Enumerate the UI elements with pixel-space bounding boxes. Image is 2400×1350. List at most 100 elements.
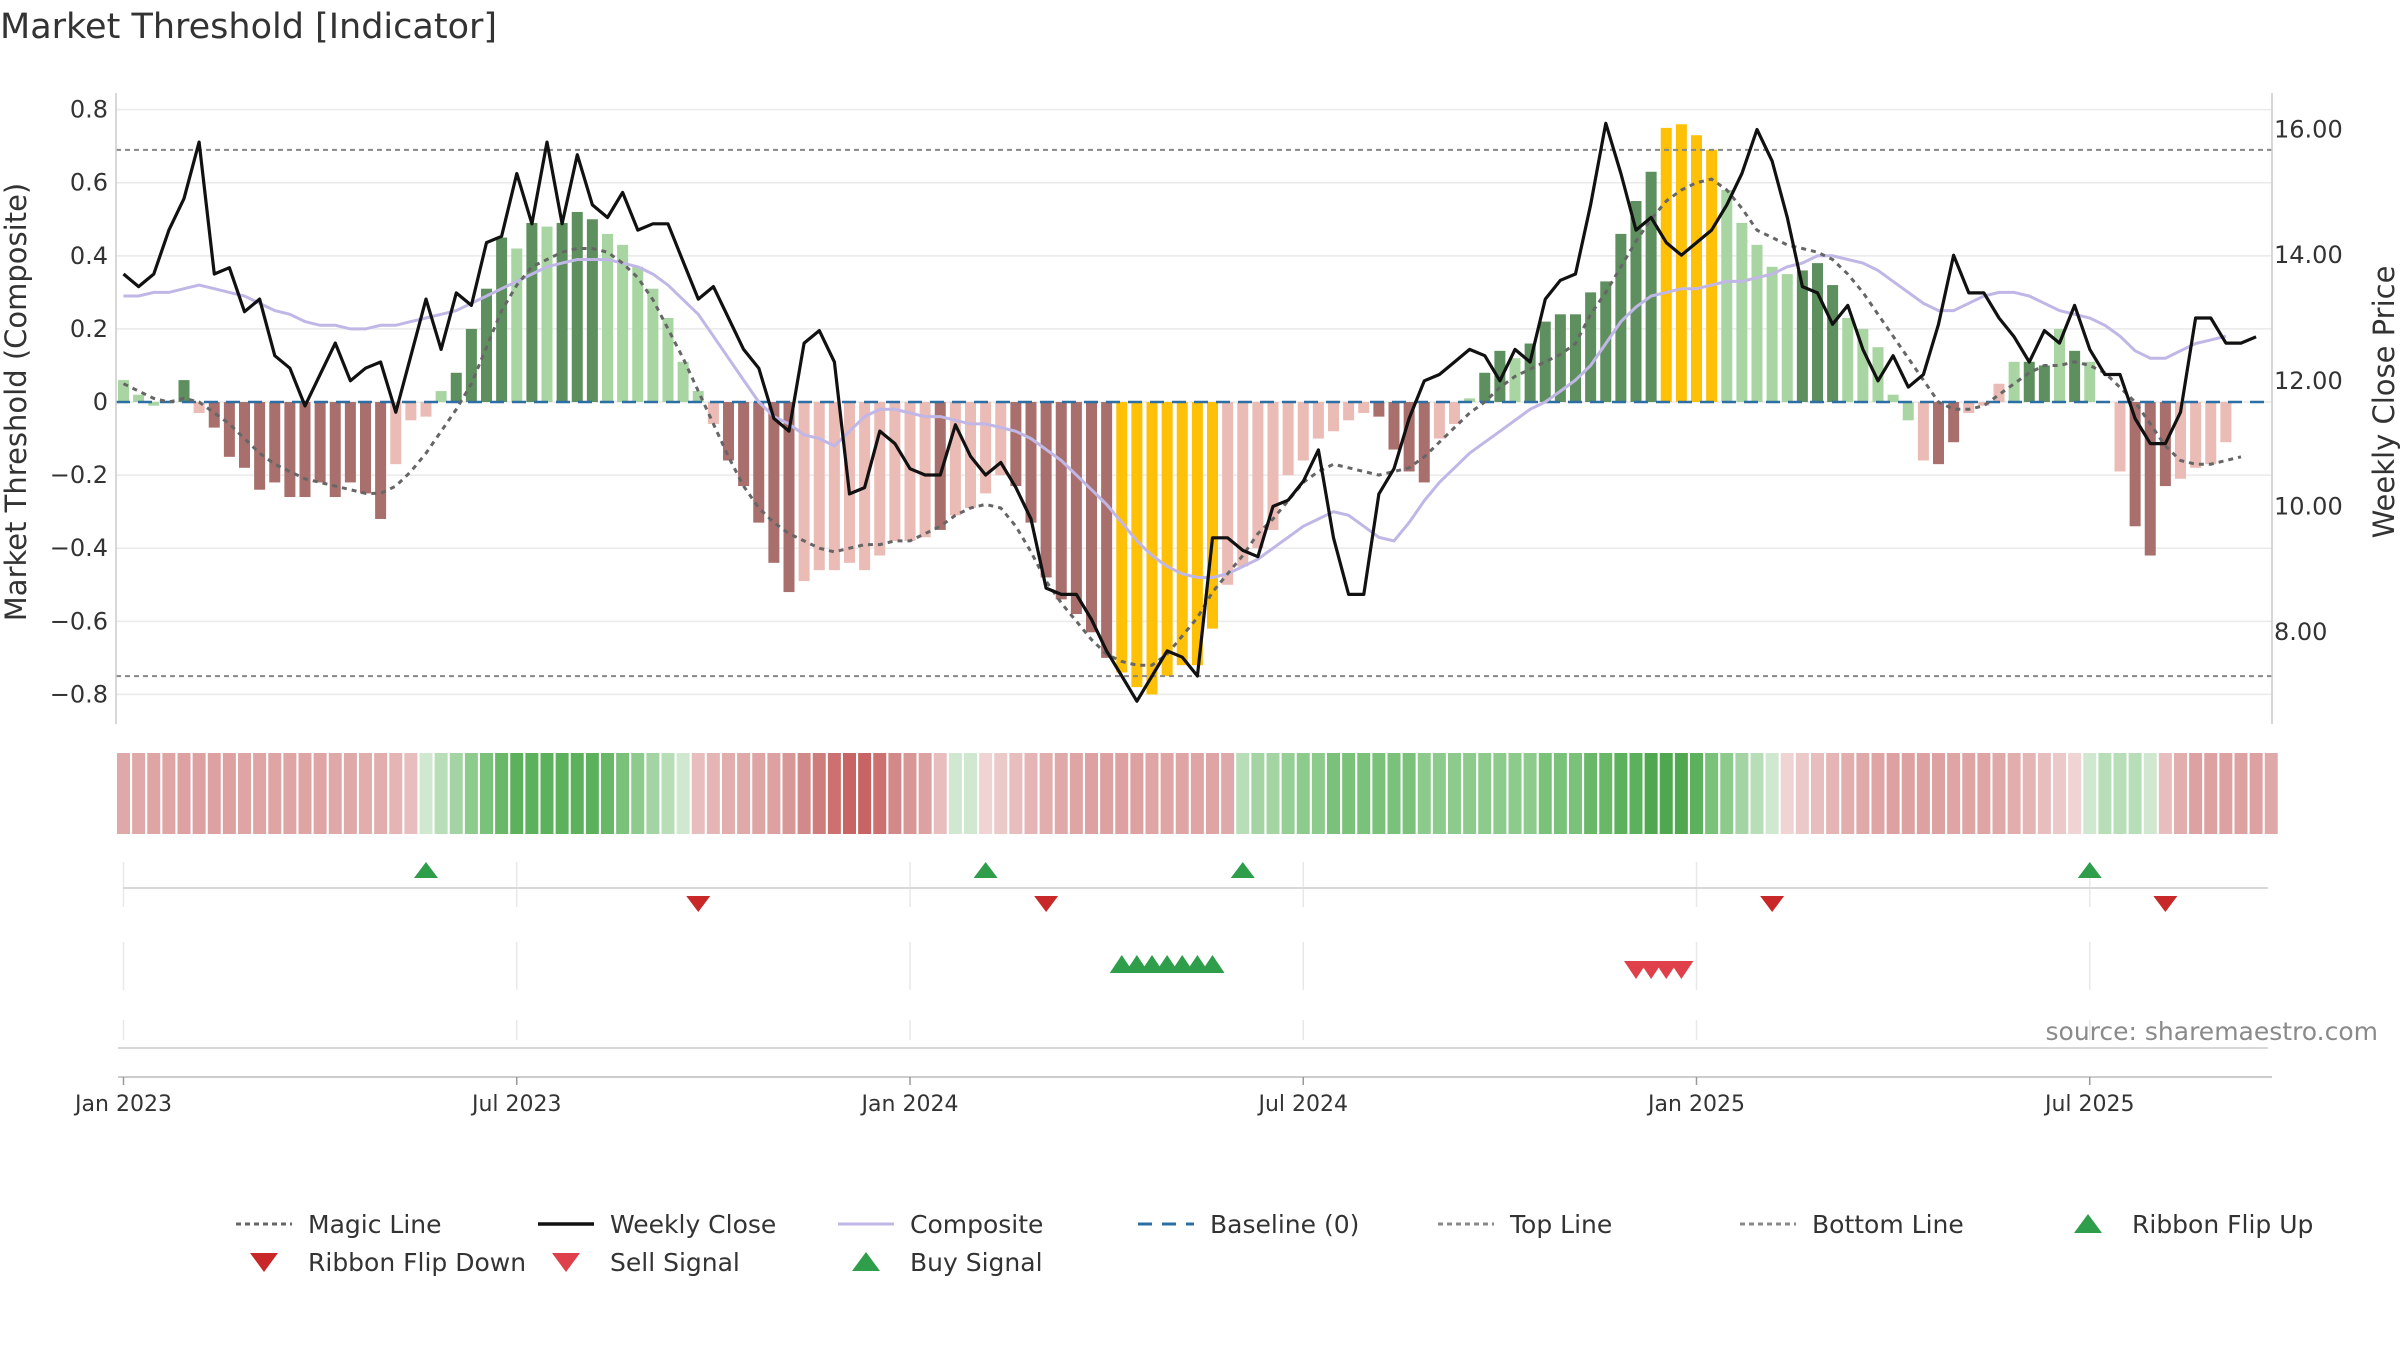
- ribbon-segment: [2204, 753, 2218, 834]
- composite-bar: [1691, 135, 1702, 403]
- composite-bar: [1948, 402, 1960, 443]
- legend-icon-triangle-down: [250, 1253, 278, 1272]
- composite-bar: [2069, 350, 2081, 403]
- composite-bar: [1645, 171, 1657, 403]
- ribbon-segment: [994, 753, 1008, 834]
- composite-bar: [1902, 402, 1914, 421]
- ribbon-segment: [525, 753, 539, 834]
- ribbon-segment: [918, 753, 932, 834]
- composite-bar: [1570, 314, 1581, 403]
- composite-bar: [1025, 402, 1037, 523]
- ribbon-segment: [2158, 753, 2172, 834]
- composite-bar: [1207, 402, 1218, 629]
- weekly-close-line: [122, 121, 2257, 703]
- composite-bar: [798, 402, 810, 582]
- ribbon-segment: [2143, 753, 2157, 834]
- chart-title: Market Threshold [Indicator]: [0, 7, 497, 47]
- buy-signal-marker: [1155, 955, 1180, 973]
- composite-bar: [1887, 394, 1899, 403]
- ribbon-segment: [1659, 753, 1673, 834]
- ribbon-segment: [1916, 753, 1930, 834]
- y-tick-label: 0.8: [70, 96, 108, 124]
- y2-axis-label: Weekly Close Price: [2367, 266, 2400, 539]
- ribbon-segment: [1463, 753, 1477, 834]
- composite-bar: [2175, 402, 2186, 479]
- ribbon-segment: [192, 753, 206, 834]
- ribbon-segment: [1448, 753, 1461, 834]
- ribbon-segment: [1932, 753, 1945, 834]
- ribbon-segment: [1795, 753, 1809, 834]
- ribbon-segment: [2174, 753, 2187, 834]
- composite-bar: [617, 244, 629, 403]
- y2-tick-label: 16.00: [2274, 116, 2343, 144]
- composite-bar: [677, 361, 689, 403]
- ribbon-segment: [510, 753, 524, 834]
- composite-bar: [1449, 402, 1460, 424]
- ribbon-segment: [1720, 753, 1734, 834]
- ribbon-flip-down-marker: [686, 896, 711, 912]
- ribbon-segment: [313, 753, 327, 834]
- ribbon-segment: [858, 753, 872, 834]
- ribbon-segment: [1947, 753, 1961, 834]
- composite-bar: [2129, 402, 2141, 527]
- composite-bar: [1736, 222, 1748, 403]
- ribbon-segment: [2083, 753, 2097, 834]
- composite-bar: [1040, 402, 1052, 578]
- ribbon-segment: [797, 753, 811, 834]
- composite-bar: [481, 288, 492, 403]
- ribbon-segment: [1705, 753, 1719, 834]
- composite-bar: [1509, 358, 1521, 403]
- composite-bar: [223, 402, 235, 457]
- ribbon-segment: [2234, 753, 2248, 834]
- composite-bar: [1161, 402, 1173, 677]
- composite-bar: [1827, 285, 1839, 403]
- x-tick-label: Jan 2023: [73, 1092, 172, 1117]
- ribbon-segment: [2007, 753, 2021, 834]
- composite-bar: [465, 328, 477, 403]
- composite-bar: [1146, 402, 1158, 695]
- y-axis-label: Market Threshold (Composite): [0, 183, 33, 621]
- ribbon-segment: [1296, 753, 1310, 834]
- composite-bar: [1237, 402, 1249, 567]
- sell-signal-marker: [1624, 961, 1648, 979]
- composite-bar: [450, 372, 462, 403]
- composite-bar: [753, 402, 765, 523]
- ribbon-segment: [2264, 753, 2278, 834]
- x-tick-label: Jul 2024: [1256, 1092, 1348, 1117]
- buy-signal-marker: [1109, 955, 1134, 973]
- buy-signal-marker: [1185, 955, 1210, 973]
- ribbon-segment: [1175, 753, 1189, 834]
- composite-bar: [1433, 402, 1445, 439]
- ribbon-segment: [1009, 753, 1023, 834]
- ribbon-segment: [1221, 753, 1235, 834]
- ribbon-segment: [1493, 753, 1507, 834]
- ribbon-segment: [722, 753, 735, 834]
- ribbon-segment: [389, 753, 403, 834]
- ribbon-segment: [1251, 753, 1265, 834]
- legend-label: Buy Signal: [910, 1248, 1043, 1277]
- y2-tick-label: 10.00: [2274, 492, 2343, 520]
- ribbon-segment: [2098, 753, 2112, 834]
- composite-bar: [1781, 274, 1793, 403]
- ribbon-segment: [1236, 753, 1250, 834]
- ribbon-segment: [1886, 753, 1900, 834]
- composite-bar: [1479, 372, 1491, 403]
- composite-bar: [1615, 233, 1627, 403]
- composite-bar: [133, 394, 145, 403]
- composite-bar: [193, 402, 205, 413]
- ribbon-segment: [1115, 753, 1129, 834]
- composite-bar: [1403, 402, 1415, 472]
- ribbon-segment: [631, 753, 645, 834]
- composite-bar: [496, 237, 508, 403]
- composite-bar: [889, 402, 901, 541]
- ribbon-segment: [449, 753, 463, 834]
- composite-bar: [1933, 402, 1944, 465]
- composite-bar: [1554, 314, 1566, 403]
- ribbon-segment: [1553, 753, 1567, 834]
- legend: Magic Line Weekly Close Composite Baseline …: [236, 1210, 2313, 1277]
- ribbon-segment: [2022, 753, 2036, 834]
- ribbon-segment: [2189, 753, 2203, 834]
- ribbon-segment: [585, 753, 599, 834]
- y-tick-label: 0.6: [70, 169, 108, 197]
- ribbon-segment: [1962, 753, 1976, 834]
